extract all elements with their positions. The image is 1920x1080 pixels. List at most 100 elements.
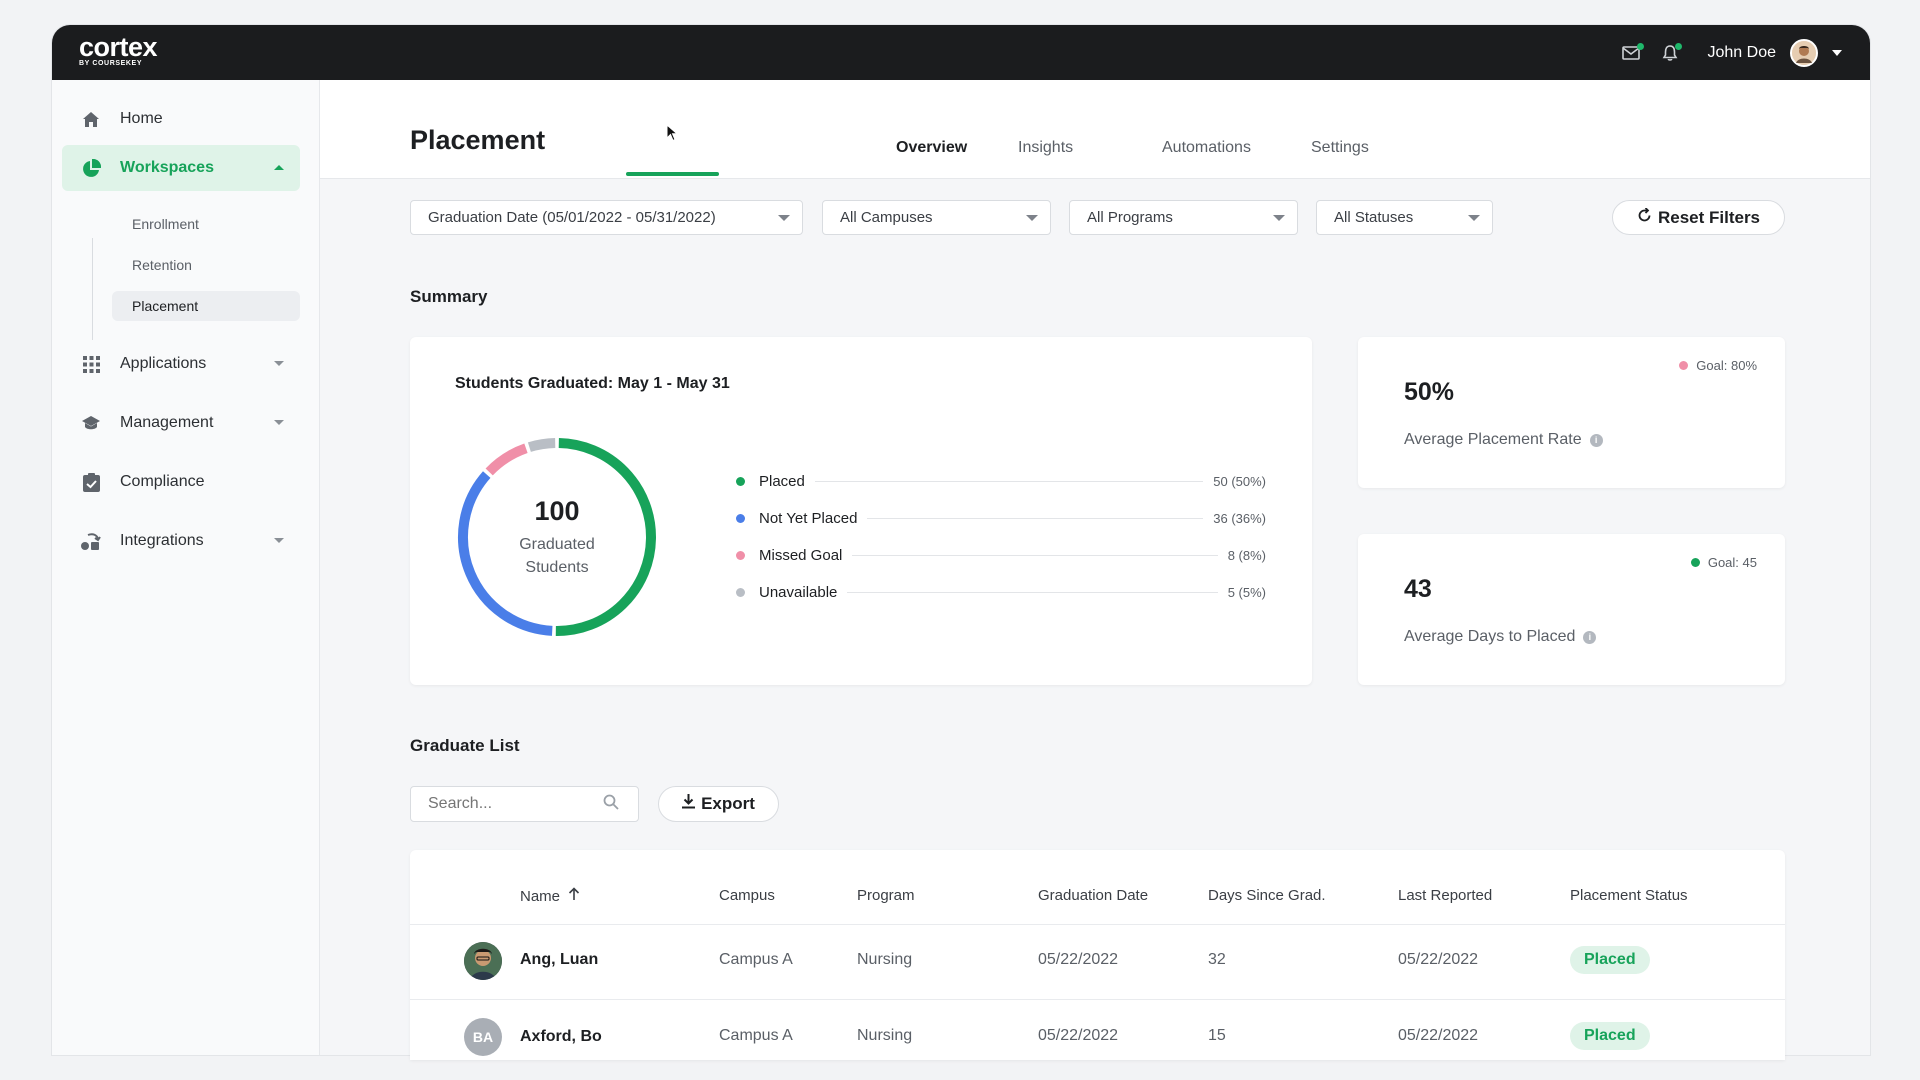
bell-notification-dot (1674, 42, 1682, 50)
placement-rate-card: Goal: 80% 50% Average Placement Rate i (1358, 337, 1785, 488)
chevron-down-icon (1026, 215, 1038, 221)
tab-settings[interactable]: Settings (1311, 139, 1369, 156)
cell-name[interactable]: Axford, Bo (520, 1028, 602, 1045)
top-bar: cortex BY COURSEKEY John Doe (52, 25, 1870, 80)
submenu-guide-line (92, 238, 93, 340)
donut-total-label: Graduated Students (519, 533, 595, 579)
bell-icon[interactable] (1658, 41, 1682, 65)
status-filter[interactable]: All Statuses (1316, 200, 1493, 235)
sidebar-item-label: Workspaces (120, 159, 214, 176)
donut-total: 100 (534, 495, 580, 526)
sidebar-subitem-placement[interactable]: Placement (112, 291, 300, 321)
column-header-name[interactable]: Name (520, 887, 580, 905)
avatar (464, 942, 502, 980)
status-badge: Placed (1570, 946, 1650, 974)
legend-item: Not Yet Placed 36 (36%) (736, 508, 1266, 528)
cell-program: Nursing (857, 1027, 913, 1044)
legend-dot (736, 587, 745, 597)
info-icon[interactable]: i (1583, 630, 1597, 644)
sidebar-subitem-retention[interactable]: Retention (112, 250, 300, 280)
program-filter[interactable]: All Programs (1069, 200, 1298, 235)
graduate-list-title: Graduate List (410, 736, 520, 755)
cell-campus: Campus A (719, 1027, 793, 1044)
export-label: Export (701, 794, 755, 813)
donut-slice-missed-goal[interactable] (485, 443, 528, 476)
kpi-label: Average Placement Rate i (1404, 431, 1603, 449)
graduation-date-filter[interactable]: Graduation Date (05/01/2022 - 05/31/2022… (410, 200, 803, 235)
column-header-days-since-grad[interactable]: Days Since Grad. (1208, 887, 1326, 904)
column-header-program[interactable]: Program (857, 887, 915, 904)
user-avatar[interactable] (1790, 38, 1818, 67)
legend-label: Placed (759, 472, 805, 490)
logo-word: cortex (79, 32, 158, 62)
goal-text: Goal: 45 (1707, 555, 1757, 570)
cell-last-reported: 05/22/2022 (1398, 951, 1479, 968)
legend-item: Unavailable 5 (5%) (736, 582, 1266, 602)
sidebar-item-workspaces[interactable]: Workspaces (62, 145, 300, 191)
tab-automations[interactable]: Automations (1162, 139, 1251, 156)
donut-total-label-line-1: Graduated (519, 535, 595, 553)
legend-label: Not Yet Placed (759, 509, 858, 527)
sidebar-item-label: Management (120, 414, 214, 431)
campus-filter[interactable]: All Campuses (822, 200, 1051, 235)
legend-item: Placed 50 (50%) (736, 471, 1266, 491)
sidebar-item-label: Home (120, 110, 163, 127)
sidebar-item-integrations[interactable]: Integrations (62, 518, 300, 564)
legend-leader-line (814, 480, 1204, 482)
legend-leader-line (847, 591, 1218, 593)
mail-notification-dot (1636, 42, 1644, 50)
reset-filters-label: Reset Filters (1657, 207, 1761, 227)
sidebar-item-label: Compliance (120, 473, 205, 490)
mouse-cursor-icon (666, 123, 679, 147)
column-header-graduation-date[interactable]: Graduation Date (1038, 887, 1149, 904)
column-header-placement-status[interactable]: Placement Status (1570, 887, 1688, 904)
sidebar-item-home[interactable]: Home (62, 96, 300, 142)
goal-dot (1679, 361, 1689, 370)
export-button[interactable]: Export (658, 786, 779, 822)
tab-insights[interactable]: Insights (1018, 139, 1074, 156)
kpi-label: Average Days to Placed i (1404, 628, 1597, 646)
chevron-down-icon (274, 361, 284, 366)
sidebar-subitem-enrollment[interactable]: Enrollment (112, 209, 300, 239)
sidebar-item-applications[interactable]: Applications (62, 341, 300, 387)
sort-arrow-up-icon[interactable] (568, 887, 580, 905)
clipboard-check-icon (80, 471, 102, 493)
logo[interactable]: cortex BY COURSEKEY (79, 32, 158, 67)
reset-filters-button[interactable]: Reset Filters (1612, 200, 1785, 235)
mail-icon[interactable] (1620, 41, 1644, 65)
cell-days-since-grad: 15 (1208, 1027, 1226, 1044)
chevron-down-icon (274, 420, 284, 425)
days-to-placed-card: Goal: 45 43 Average Days to Placed i (1358, 534, 1785, 685)
column-header-label: Name (520, 887, 561, 905)
chevron-down-icon (274, 538, 284, 543)
legend-value: 36 (36%) (1213, 510, 1266, 526)
legend-item: Missed Goal 8 (8%) (736, 545, 1266, 565)
donut-slice-unavailable[interactable] (527, 438, 556, 452)
cell-campus: Campus A (719, 951, 793, 968)
column-header-campus[interactable]: Campus (719, 887, 775, 904)
column-header-last-reported[interactable]: Last Reported (1398, 887, 1493, 904)
cell-name[interactable]: Ang, Luan (520, 951, 599, 968)
row-divider (410, 999, 1785, 1000)
header-divider (410, 924, 1785, 925)
chevron-up-icon (274, 165, 284, 170)
legend-label: Missed Goal (759, 546, 843, 564)
user-menu-chevron-down-icon[interactable] (1832, 49, 1842, 56)
search-input[interactable] (410, 786, 639, 822)
goal-dot (1690, 558, 1700, 567)
donut-slice-placed[interactable] (555, 438, 657, 636)
sidebar-item-compliance[interactable]: Compliance (62, 459, 300, 505)
sidebar-item-label: Applications (120, 355, 207, 372)
active-tab-indicator (626, 172, 719, 176)
info-icon[interactable]: i (1589, 433, 1603, 447)
user-name[interactable]: John Doe (1707, 43, 1777, 61)
sidebar-item-management[interactable]: Management (62, 400, 300, 446)
legend-label: Unavailable (759, 583, 838, 601)
top-right-controls: John Doe (1620, 25, 1842, 80)
legend-value: 50 (50%) (1213, 473, 1266, 489)
donut-slice-not-yet-placed[interactable] (458, 471, 553, 636)
legend-dot (736, 476, 745, 486)
status-filter-value: All Statuses (1334, 209, 1414, 226)
legend-value: 5 (5%) (1227, 584, 1266, 600)
tab-overview[interactable]: Overview (896, 139, 968, 156)
